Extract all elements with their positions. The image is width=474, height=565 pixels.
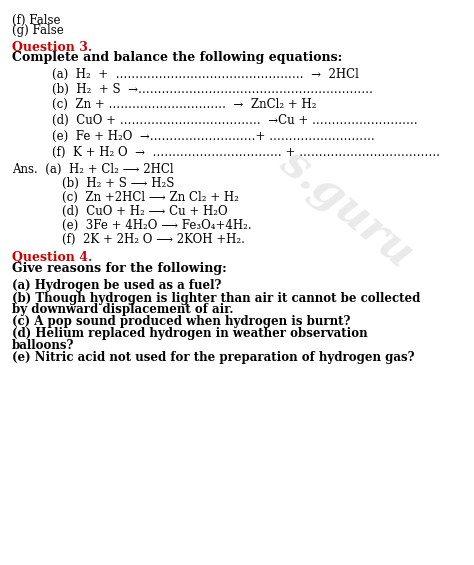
Text: (d)  CuO + ………………………………  →Cu + ………………………: (d) CuO + ……………………………… →Cu + ……………………… [52,114,418,127]
Text: Give reasons for the following:: Give reasons for the following: [12,262,227,275]
Text: Ans.  (a)  H₂ + Cl₂ ⟶ 2HCl: Ans. (a) H₂ + Cl₂ ⟶ 2HCl [12,163,173,176]
Text: Complete and balance the following equations:: Complete and balance the following equat… [12,51,342,64]
Text: (a)  H₂  +  …………………………………………  →  2HCl: (a) H₂ + ………………………………………… → 2HCl [52,68,359,81]
Text: (f)  2K + 2H₂ O ⟶ 2KOH +H₂.: (f) 2K + 2H₂ O ⟶ 2KOH +H₂. [62,233,245,246]
Text: (a) Hydrogen be used as a fuel?: (a) Hydrogen be used as a fuel? [12,279,221,292]
Text: Question 3.: Question 3. [12,41,92,54]
Text: (e) Nitric acid not used for the preparation of hydrogen gas?: (e) Nitric acid not used for the prepara… [12,351,414,364]
Text: s.guru: s.guru [271,141,421,277]
Text: (f) False: (f) False [12,14,60,27]
Text: by downward displacement of air.: by downward displacement of air. [12,303,233,316]
Text: (d)  CuO + H₂ ⟶ Cu + H₂O: (d) CuO + H₂ ⟶ Cu + H₂O [62,205,227,218]
Text: (c)  Zn + …………………………  →  ZnCl₂ + H₂: (c) Zn + ………………………… → ZnCl₂ + H₂ [52,98,317,111]
Text: balloons?: balloons? [12,339,74,352]
Text: (b) Though hydrogen is lighter than air it cannot be collected: (b) Though hydrogen is lighter than air … [12,292,420,305]
Text: (b)  H₂  + S  →……………………………………………………: (b) H₂ + S →…………………………………………………… [52,82,373,95]
Text: Question 4.: Question 4. [12,251,92,264]
Text: (c)  Zn +2HCl ⟶ Zn Cl₂ + H₂: (c) Zn +2HCl ⟶ Zn Cl₂ + H₂ [62,191,238,204]
Text: (f)  K + H₂ O  →  …………………………… + ………………………………: (f) K + H₂ O → …………………………… + ……………………………… [52,146,440,159]
Text: (g) False: (g) False [12,24,64,37]
Text: (e)  3Fe + 4H₂O ⟶ Fe₃O₄+4H₂.: (e) 3Fe + 4H₂O ⟶ Fe₃O₄+4H₂. [62,219,251,232]
Text: (e)  Fe + H₂O  →………………………+ ………………………: (e) Fe + H₂O →………………………+ ……………………… [52,130,375,143]
Text: (c) A pop sound produced when hydrogen is burnt?: (c) A pop sound produced when hydrogen i… [12,315,350,328]
Text: (b)  H₂ + S ⟶ H₂S: (b) H₂ + S ⟶ H₂S [62,177,174,190]
Text: (d) Helium replaced hydrogen in weather observation: (d) Helium replaced hydrogen in weather … [12,327,367,340]
